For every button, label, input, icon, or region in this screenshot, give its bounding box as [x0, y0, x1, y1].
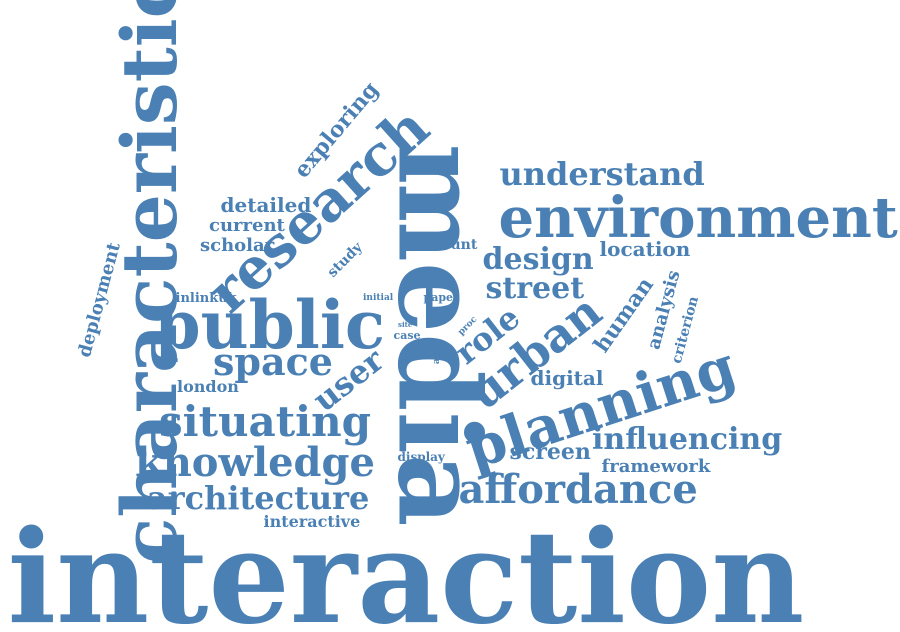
word-design: design [482, 242, 594, 277]
word-london: london [177, 377, 239, 396]
word-account: account [415, 237, 478, 253]
word-case: case [393, 328, 421, 342]
word-study: study [324, 239, 366, 281]
word-knowledge: knowledge [135, 439, 375, 486]
word-addr: addr [431, 340, 442, 364]
word-display: display [397, 450, 445, 464]
word-current: current [209, 215, 285, 236]
word-inlinkuk: inlinkuk [175, 290, 237, 306]
word-detailed: detailed [220, 193, 312, 217]
word-site: site [398, 319, 413, 329]
word-initial: initial [363, 292, 394, 303]
word-influencing: influencing [592, 422, 783, 457]
word-public: public [154, 286, 386, 364]
word-affordance: affordance [458, 466, 698, 513]
word-architecture: architecture [147, 479, 370, 517]
word-digital: digital [530, 366, 604, 390]
word-situating: situating [159, 397, 372, 446]
word-interaction: interaction [7, 503, 805, 632]
word-screen: screen [509, 439, 591, 465]
word-street: street [485, 271, 585, 306]
word-space: space [213, 339, 333, 384]
word-environment: environment [498, 185, 898, 251]
word-scholar: scholar [200, 235, 275, 256]
word-paper: paper [423, 290, 459, 304]
word-understand: understand [499, 155, 705, 193]
word-location: location [599, 237, 691, 261]
word-framework: framework [601, 456, 711, 477]
word-interactive: interactive [263, 512, 361, 531]
